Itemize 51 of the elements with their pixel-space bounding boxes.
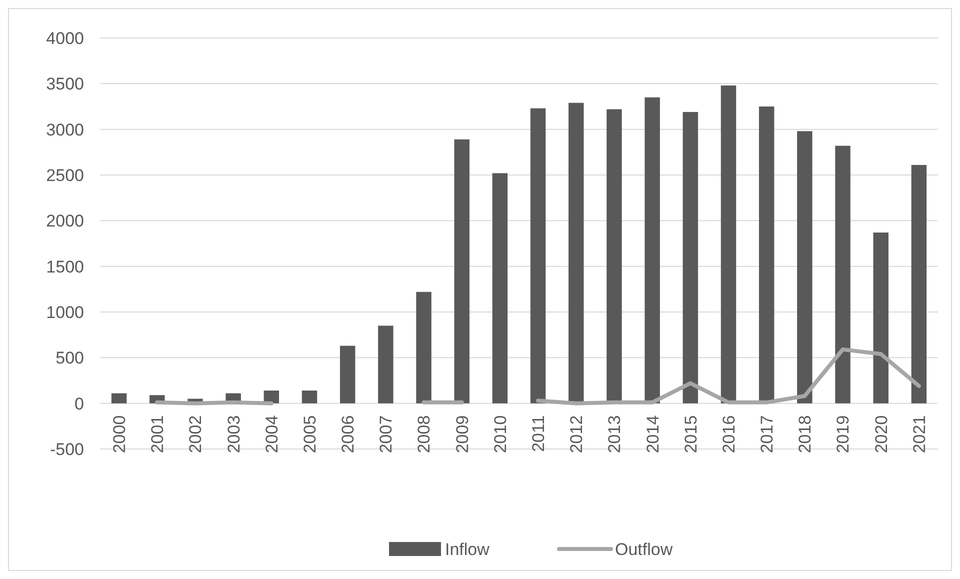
- bar: [797, 131, 812, 404]
- bar: [416, 292, 432, 404]
- x-tick-label: 2006: [338, 415, 358, 454]
- x-tick-label: 2002: [186, 415, 206, 454]
- y-tick-label: 3500: [46, 74, 84, 94]
- y-tick-label: 1000: [46, 302, 84, 322]
- bar: [873, 232, 888, 404]
- x-tick-label: 2018: [796, 415, 815, 454]
- y-tick-label: 2500: [46, 166, 84, 185]
- x-tick-label: 2020: [872, 415, 891, 454]
- x-tick-label: 2000: [110, 415, 129, 454]
- bar: [340, 346, 356, 404]
- x-tick-label: 2015: [681, 415, 700, 454]
- y-tick-label: 3000: [46, 120, 84, 140]
- x-tick-label: 2011: [528, 415, 548, 452]
- bar: [530, 108, 546, 404]
- bar: [644, 97, 660, 404]
- bar: [454, 139, 470, 404]
- y-tick-label: 1500: [46, 257, 84, 276]
- x-tick-label: 2007: [376, 415, 396, 454]
- bar: [568, 102, 584, 404]
- y-tick-label: 2000: [46, 212, 84, 231]
- x-tick-label: 2009: [452, 415, 472, 454]
- x-tick-label: 2005: [300, 415, 320, 454]
- x-tick-label: 2013: [605, 415, 624, 454]
- bar: [758, 106, 774, 404]
- x-tick-label: 2010: [490, 415, 510, 454]
- bar: [302, 390, 318, 404]
- legend-label: Inflow: [445, 540, 490, 559]
- x-tick-label: 2012: [567, 415, 586, 454]
- x-tick-label: 2021: [910, 415, 929, 454]
- bar: [720, 85, 736, 404]
- legend-label: Outflow: [615, 540, 674, 559]
- bar: [378, 326, 394, 404]
- x-tick-label: 2014: [643, 415, 662, 454]
- y-tick-label: 4000: [46, 28, 84, 48]
- bar: [835, 146, 850, 404]
- x-tick-label: 2004: [262, 415, 282, 454]
- y-tick-label: -500: [50, 440, 84, 459]
- bar: [111, 393, 127, 404]
- y-tick-label: 0: [74, 394, 84, 414]
- bar: [492, 173, 508, 404]
- y-tick-label: 500: [56, 348, 84, 368]
- x-tick-label: 2019: [834, 415, 853, 454]
- x-tick-label: 2003: [224, 415, 244, 454]
- x-tick-label: 2008: [414, 415, 434, 454]
- x-tick-label: 2017: [758, 415, 777, 454]
- bar: [911, 164, 927, 404]
- x-tick-label: 2001: [148, 415, 168, 454]
- x-tick-label: 2016: [719, 415, 738, 454]
- bar: [682, 112, 698, 404]
